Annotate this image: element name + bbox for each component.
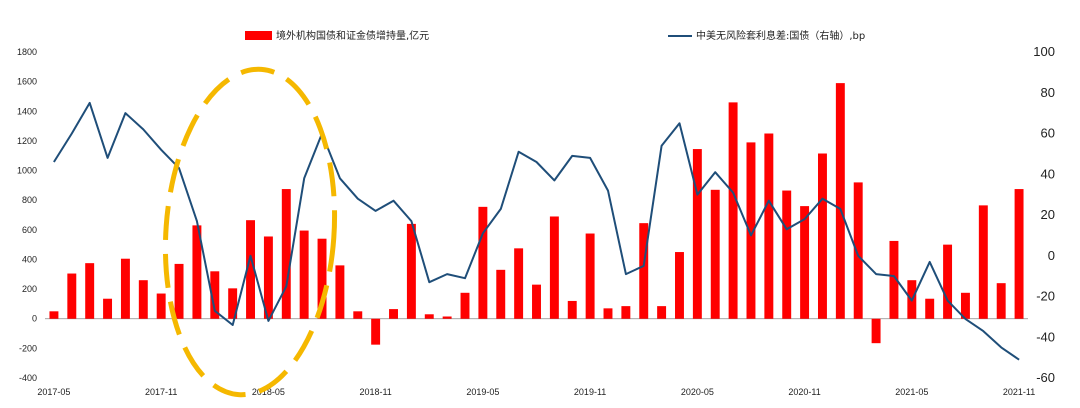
- bar: [639, 223, 649, 319]
- bar: [120, 258, 130, 319]
- bar: [853, 182, 863, 319]
- bar: [960, 292, 970, 319]
- bar: [782, 190, 792, 319]
- bar: [925, 298, 935, 319]
- bar: [317, 238, 327, 319]
- y-right-tick-label: 60: [1041, 126, 1055, 141]
- bar: [710, 189, 720, 319]
- bar: [281, 189, 291, 319]
- legend-bar-swatch: [245, 31, 272, 40]
- x-tick-label: 2018-05: [252, 387, 285, 397]
- y-left-tick-label: 1400: [17, 106, 37, 116]
- y-right-tick-label: 100: [1033, 44, 1055, 59]
- y-left-tick-label: 600: [22, 225, 37, 235]
- y-left-tick-label: 400: [22, 254, 37, 264]
- bar: [210, 271, 220, 319]
- bar: [85, 263, 95, 319]
- left-axis: -400 -200 0 200 400 600 800 1000 1200 1400 1600 180…: [17, 47, 37, 383]
- x-tick-label: 2020-05: [681, 387, 714, 397]
- bar: [174, 263, 184, 319]
- y-left-tick-label: -200: [19, 343, 37, 353]
- bar: [138, 280, 148, 319]
- bar: [442, 316, 452, 319]
- bar: [621, 306, 631, 319]
- x-tick-label: 2018-11: [359, 387, 391, 397]
- bar: [49, 311, 59, 319]
- bar: [514, 248, 524, 319]
- bar: [460, 292, 470, 319]
- bar: [532, 284, 541, 319]
- bar: [675, 252, 684, 319]
- line-series: [53, 101, 1020, 361]
- bar: [1014, 189, 1024, 319]
- bar: [103, 298, 113, 319]
- y-left-tick-label: 1800: [17, 47, 37, 57]
- bar: [943, 244, 953, 319]
- bar-series: [49, 83, 1024, 345]
- bar: [764, 133, 774, 319]
- bar: [657, 306, 667, 319]
- bar: [424, 314, 434, 319]
- y-left-tick-label: -400: [19, 373, 37, 383]
- y-left-tick-label: 800: [22, 195, 37, 205]
- bar: [371, 318, 381, 345]
- bar: [228, 288, 238, 319]
- bar: [800, 206, 810, 319]
- spread-line: [53, 101, 1020, 361]
- bar: [835, 83, 845, 319]
- bar: [746, 142, 756, 319]
- bar: [263, 236, 273, 319]
- highlight-ellipse: [162, 66, 338, 398]
- bar: [67, 273, 77, 319]
- bar: [549, 216, 559, 319]
- legend-line-label: 中美无风险套利息差:国债（右轴）,bp: [696, 29, 865, 42]
- bar: [353, 311, 363, 319]
- bar: [335, 265, 345, 319]
- bar: [478, 206, 488, 319]
- bar: [603, 308, 613, 319]
- bar: [871, 318, 881, 344]
- y-left-tick-label: 1600: [17, 77, 37, 87]
- legend-bar-label: 境外机构国债和证金债增持量,亿元: [276, 29, 429, 42]
- x-tick-label: 2019-11: [574, 387, 606, 397]
- x-tick-label: 2017-11: [145, 387, 177, 397]
- x-tick-label: 2020-11: [788, 387, 820, 397]
- x-tick-label: 2021-05: [895, 387, 928, 397]
- x-tick-label: 2017-05: [37, 387, 70, 397]
- y-right-tick-label: -20: [1036, 289, 1055, 304]
- bar: [496, 269, 506, 319]
- bar: [389, 309, 398, 319]
- y-right-tick-label: -40: [1036, 329, 1055, 344]
- y-right-tick-label: 20: [1041, 207, 1055, 222]
- x-axis: 2017-05 2017-11 2018-05 2018-11 2019-05 2019-…: [37, 318, 1035, 397]
- y-right-tick-label: 0: [1048, 248, 1055, 263]
- y-left-tick-label: 1000: [17, 166, 37, 176]
- bar: [299, 230, 309, 319]
- bar: [585, 233, 595, 319]
- y-right-tick-label: -60: [1036, 370, 1055, 385]
- y-right-tick-label: 40: [1041, 166, 1055, 181]
- bar: [192, 225, 202, 319]
- bar: [889, 240, 899, 319]
- y-right-tick-label: 80: [1041, 85, 1055, 100]
- bar: [692, 149, 702, 319]
- bar: [996, 283, 1006, 319]
- bar: [978, 205, 988, 319]
- x-tick-label: 2019-05: [466, 387, 499, 397]
- bar: [817, 153, 827, 319]
- bar: [567, 300, 577, 319]
- x-tick-label: 2021-11: [1003, 387, 1035, 397]
- bar: [728, 102, 738, 319]
- y-left-tick-label: 0: [32, 314, 37, 324]
- bar: [156, 293, 166, 319]
- legend: 境外机构国债和证金债增持量,亿元 中美无风险套利息差:国债（右轴）,bp: [245, 29, 865, 42]
- y-left-tick-label: 1200: [17, 136, 37, 146]
- bar: [246, 220, 256, 319]
- bar: [406, 223, 416, 319]
- y-left-tick-label: 200: [22, 284, 37, 294]
- right-axis: -60 -40 -20 0 20 40 60 80 100: [1033, 44, 1055, 385]
- annotation: [162, 66, 338, 398]
